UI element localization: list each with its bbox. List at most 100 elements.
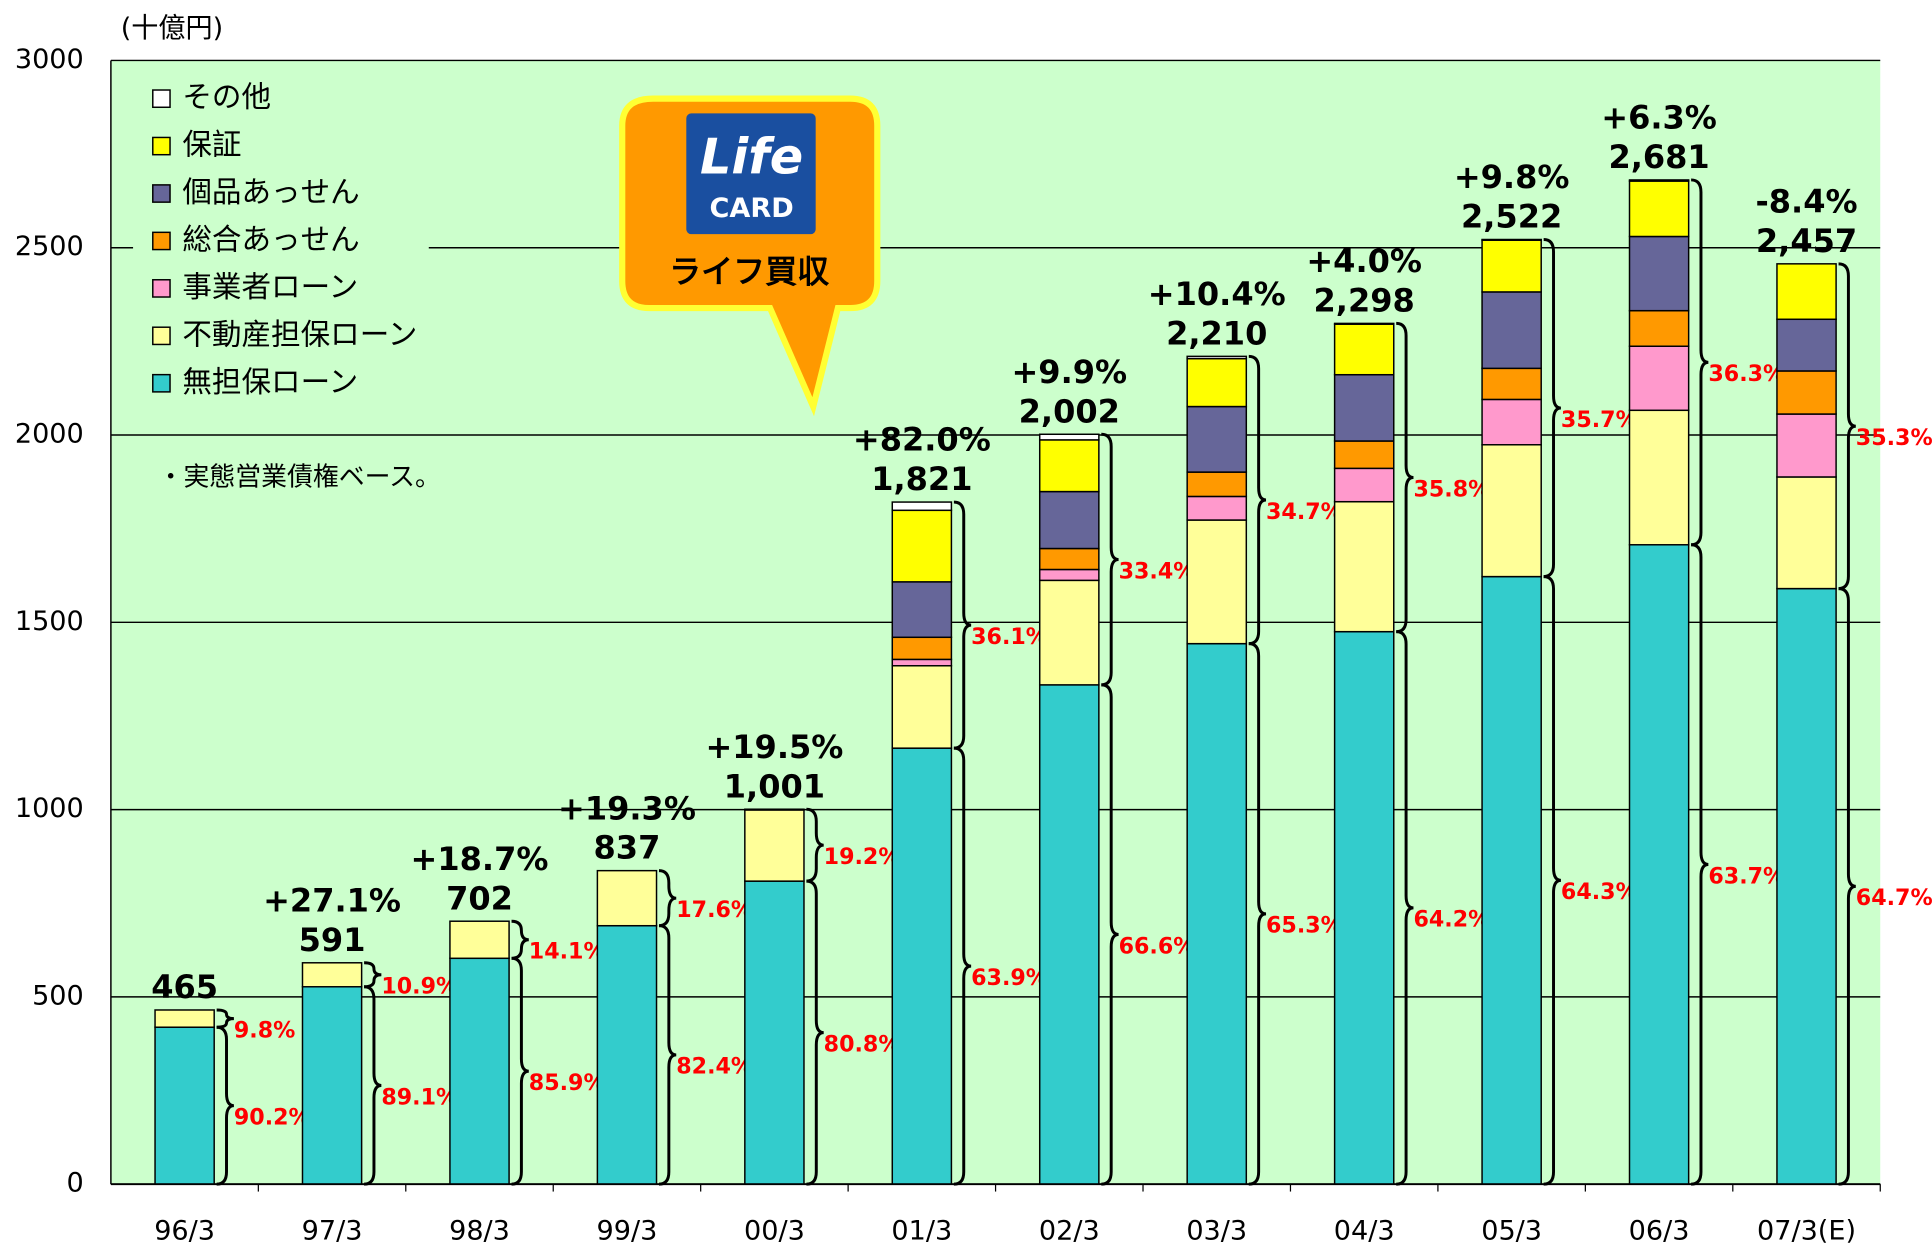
note: ・実態営業債権ベース。 [158, 463, 441, 493]
total-label: 2,457 [1756, 222, 1857, 260]
total-label: 2,681 [1608, 138, 1709, 176]
share-label: 64.7% [1856, 885, 1932, 911]
bar-segment [891, 636, 953, 661]
bar-segment [1628, 544, 1690, 1185]
bar-segment [1038, 490, 1100, 550]
brace [806, 807, 824, 883]
legend-swatch [152, 279, 171, 298]
bar-segment [744, 808, 805, 811]
growth-label: +18.7% [411, 840, 549, 878]
growth-label: +27.1% [263, 881, 401, 919]
growth-label: +19.3% [558, 789, 696, 827]
share-label: 33.4% [1119, 558, 1196, 584]
bar-segment [1038, 579, 1100, 686]
bar-segment [891, 658, 953, 667]
bar-segment [891, 665, 953, 749]
legend-label: 事業者ローン [182, 270, 358, 304]
x-tick-label: 98/3 [449, 1216, 510, 1247]
total-label: 465 [151, 968, 218, 1006]
x-tick-label: 02/3 [1039, 1216, 1100, 1247]
bar-segment [1481, 367, 1542, 401]
total-label: 1,821 [871, 460, 972, 498]
legend-label: 不動産担保ローン [182, 317, 417, 351]
bar-segment [1038, 433, 1100, 441]
total-label: 2,522 [1461, 198, 1562, 236]
share-label: 82.4% [676, 1054, 753, 1080]
bar-segment [1481, 398, 1542, 446]
legend-label: 無担保ローン [182, 365, 358, 399]
growth-label: +9.8% [1454, 158, 1570, 196]
legend-box [133, 74, 429, 413]
legend-swatch [152, 326, 171, 346]
share-label: 63.7% [1708, 863, 1785, 889]
legend-swatch [152, 136, 171, 156]
brace [363, 985, 382, 1186]
share-label: 35.7% [1561, 407, 1638, 433]
share-label: 66.6% [1119, 933, 1196, 959]
bar-segment [1333, 323, 1395, 376]
bar-segment [1481, 575, 1542, 1185]
bar-segment [301, 962, 363, 988]
bar-segment [1481, 291, 1542, 370]
brace [658, 869, 677, 928]
bar-segment [891, 747, 953, 1185]
share-label: 85.9% [529, 1070, 606, 1096]
callout-text: ライフ買収 [669, 253, 830, 291]
bar-segment [891, 501, 953, 512]
brace [216, 1025, 235, 1186]
bar-segment [1333, 630, 1395, 1185]
share-label: 36.1% [971, 624, 1048, 650]
total-label: 1,001 [724, 767, 825, 805]
legend-swatch [152, 89, 171, 109]
brace [1543, 238, 1562, 579]
growth-label: -8.4% [1755, 182, 1857, 220]
bar-segment [1776, 263, 1837, 321]
y-unit-label: (十億円) [121, 13, 223, 44]
share-label: 34.7% [1266, 499, 1343, 525]
share-label: 35.3% [1856, 425, 1932, 451]
brace [658, 924, 677, 1186]
bar-segment [1776, 476, 1837, 590]
bar-segment [449, 920, 510, 960]
bar-segment [1333, 440, 1395, 470]
logo [686, 113, 816, 235]
bar-segment [1038, 547, 1100, 571]
brace [1691, 543, 1709, 1186]
brace [216, 1008, 234, 1029]
bar-segment [1628, 235, 1690, 312]
bar-segment [1628, 309, 1690, 347]
bar-segment [154, 1026, 215, 1185]
bar-segment [596, 924, 658, 1185]
bar-segment [1333, 322, 1395, 325]
share-label: 17.6% [676, 897, 753, 923]
total-label: 591 [299, 921, 366, 959]
share-label: 10.9% [381, 974, 458, 1000]
share-label: 19.2% [824, 844, 901, 870]
brace [1691, 178, 1709, 547]
share-label: 36.3% [1708, 361, 1785, 387]
bar-segment [449, 957, 510, 1185]
bar-segment [891, 581, 953, 639]
x-tick-label: 00/3 [744, 1216, 805, 1247]
bar-segment [1186, 519, 1248, 645]
x-tick-label: 07/3(E) [1757, 1216, 1856, 1247]
bar-segment [744, 880, 805, 1185]
bar-segment [1481, 239, 1542, 293]
logo-bottom: CARD [709, 193, 793, 224]
brace [1248, 354, 1267, 646]
y-tick-label: 1500 [15, 606, 84, 637]
bar-segment [1776, 370, 1837, 415]
bar-segment [1481, 238, 1542, 241]
bar-segment [1186, 495, 1248, 521]
bar-segment [1186, 405, 1248, 473]
x-tick-label: 97/3 [302, 1216, 363, 1247]
growth-label: +4.0% [1306, 242, 1422, 280]
total-label: 2,298 [1314, 281, 1415, 319]
x-tick-label: 03/3 [1186, 1216, 1247, 1247]
bar-segment [1186, 357, 1248, 408]
bar-segment [1776, 318, 1837, 372]
brace [1101, 683, 1119, 1186]
logo-top: Life [700, 128, 803, 186]
x-tick-label: 06/3 [1629, 1216, 1690, 1247]
